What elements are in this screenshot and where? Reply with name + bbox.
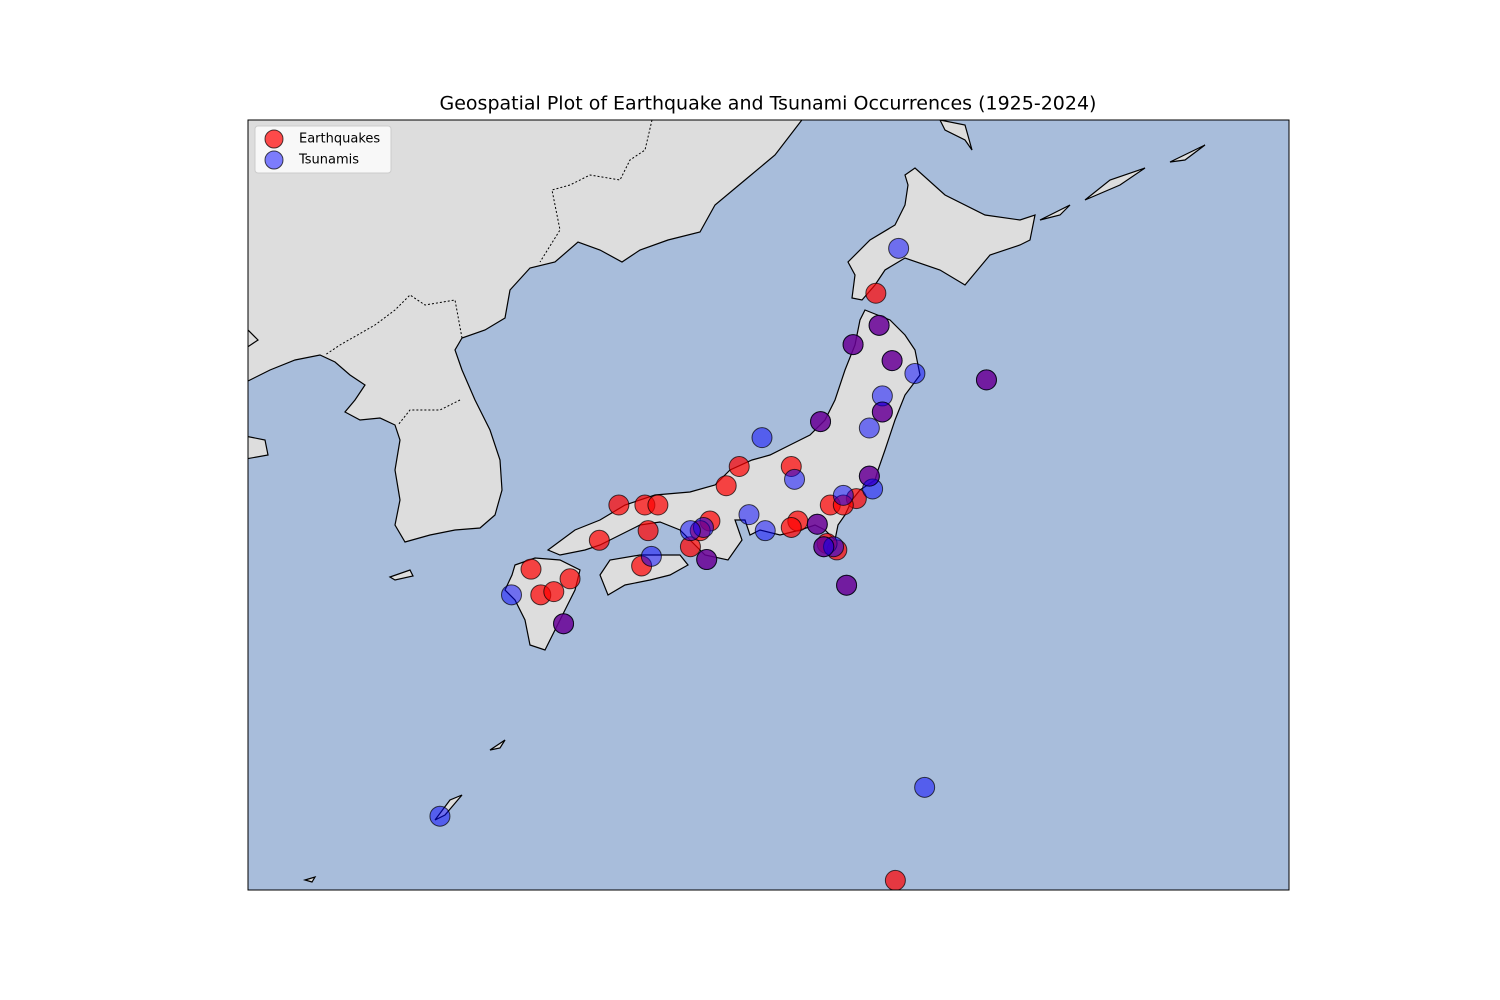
point — [871, 401, 893, 423]
point — [608, 494, 630, 516]
legend-label: Tsunamis — [298, 153, 359, 168]
kuril — [1169, 144, 1206, 163]
point — [543, 581, 565, 603]
point — [975, 369, 997, 391]
points — [429, 237, 997, 890]
legend: Earthquakes Tsunamis — [254, 125, 392, 174]
point — [881, 350, 903, 372]
kuril — [1039, 204, 1071, 221]
hokkaido — [847, 167, 1036, 301]
legend-label: Earthquakes — [299, 132, 380, 147]
point — [429, 805, 451, 827]
point — [836, 574, 858, 596]
point — [832, 484, 854, 506]
point — [588, 529, 610, 551]
border — [539, 120, 653, 263]
point — [780, 516, 802, 538]
point — [501, 584, 523, 606]
point — [640, 545, 662, 567]
island — [388, 569, 414, 581]
point — [728, 456, 750, 477]
legend-marker — [264, 129, 284, 149]
point — [914, 776, 936, 798]
point — [637, 520, 659, 542]
point — [553, 613, 575, 635]
point — [754, 520, 776, 542]
point — [904, 362, 926, 384]
point — [715, 475, 737, 497]
point — [520, 558, 542, 580]
point — [810, 411, 832, 433]
point — [858, 417, 880, 439]
legend-box — [254, 125, 392, 174]
coast — [248, 329, 259, 348]
island — [302, 875, 317, 883]
sakhalin — [939, 120, 973, 151]
coast — [248, 435, 269, 460]
point — [647, 494, 669, 516]
point — [679, 520, 701, 542]
point — [813, 536, 835, 558]
kuril — [1084, 167, 1146, 201]
point — [888, 237, 910, 259]
point — [784, 468, 806, 490]
border — [324, 294, 463, 356]
point — [696, 549, 718, 571]
map-title: Geospatial Plot of Earthquake and Tsunam… — [440, 93, 1097, 115]
point — [806, 513, 828, 535]
point — [858, 465, 880, 487]
point — [842, 334, 864, 356]
point — [751, 427, 773, 449]
map-frame — [247, 119, 1290, 891]
mainland — [248, 120, 803, 543]
point — [884, 869, 906, 890]
point — [868, 314, 890, 336]
legend-marker — [264, 150, 284, 170]
point — [738, 504, 760, 526]
point — [559, 568, 581, 590]
border — [397, 399, 461, 426]
island — [489, 739, 506, 751]
point — [865, 282, 887, 304]
